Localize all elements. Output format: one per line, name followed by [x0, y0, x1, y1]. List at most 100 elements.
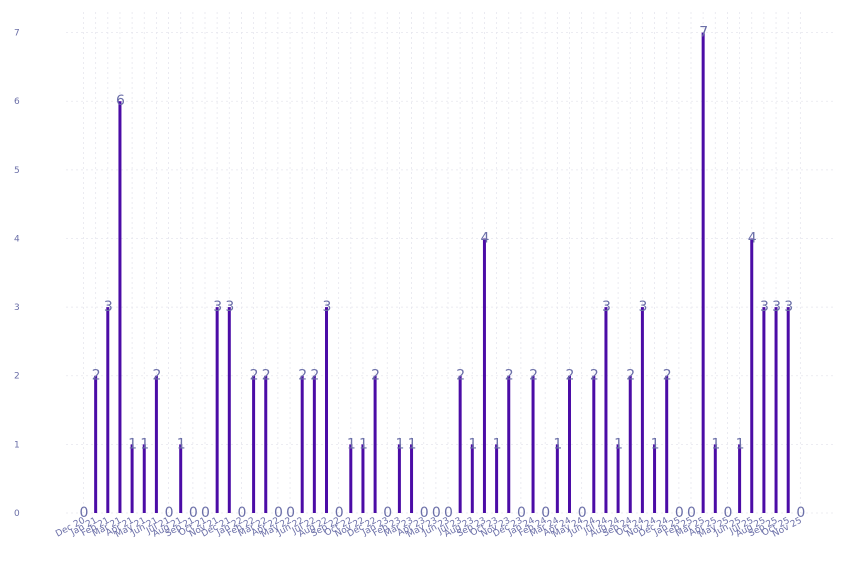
- bar: [713, 444, 717, 513]
- data-label: 0: [201, 505, 210, 521]
- bar: [215, 307, 219, 513]
- data-label: 0: [687, 505, 696, 521]
- bar: [300, 375, 304, 513]
- y-tick-label: 6: [14, 97, 20, 107]
- bar: [325, 307, 328, 513]
- data-label: 3: [213, 299, 222, 315]
- bar: [774, 307, 778, 513]
- data-label: 0: [189, 505, 198, 521]
- bar: [264, 375, 268, 513]
- data-label: 0: [286, 505, 295, 521]
- bar: [701, 32, 705, 513]
- bar: [750, 238, 754, 514]
- y-tick-label: 1: [14, 440, 20, 450]
- bar: [653, 444, 657, 513]
- data-label: 0: [432, 505, 441, 521]
- bar: [592, 375, 596, 513]
- data-label: 1: [711, 436, 720, 452]
- data-label: 2: [590, 368, 599, 384]
- bar: [106, 307, 110, 513]
- bar: [361, 444, 365, 513]
- bar: [130, 444, 134, 513]
- data-label: 2: [310, 368, 319, 384]
- bar: [762, 307, 766, 513]
- bar: [397, 444, 401, 513]
- y-tick-label: 3: [14, 303, 20, 313]
- data-label: 2: [371, 368, 380, 384]
- bar: [604, 307, 608, 513]
- data-label: 1: [736, 436, 745, 452]
- bar: [628, 375, 632, 513]
- data-label: 0: [80, 505, 89, 521]
- bar: [458, 375, 462, 513]
- data-label: 2: [566, 368, 575, 384]
- bar: [118, 101, 122, 513]
- data-label: 0: [796, 505, 805, 521]
- bar: [786, 307, 790, 513]
- data-label: 1: [177, 436, 186, 452]
- bar: [179, 444, 183, 513]
- data-label: 1: [468, 436, 477, 452]
- bar: [470, 444, 474, 513]
- data-label: 2: [152, 368, 161, 384]
- data-label: 1: [651, 436, 660, 452]
- bar: [568, 375, 571, 513]
- data-label: 1: [128, 436, 137, 452]
- data-label: 0: [541, 505, 550, 521]
- bar: [252, 375, 256, 513]
- data-label: 2: [529, 368, 538, 384]
- data-label: 1: [493, 436, 502, 452]
- data-label: 0: [237, 505, 246, 521]
- data-label: 7: [699, 25, 708, 41]
- bar: [531, 375, 535, 513]
- data-label: 2: [456, 368, 465, 384]
- data-label: 2: [92, 368, 101, 384]
- data-label: 2: [626, 368, 635, 384]
- bar: [616, 444, 620, 513]
- bar: [410, 444, 414, 513]
- y-axis-ticks: 0 1 2 3 4 5 6 7: [14, 29, 20, 519]
- bar: [507, 375, 511, 513]
- data-label: 3: [638, 299, 647, 315]
- data-label: 2: [250, 368, 259, 384]
- data-label: 1: [614, 436, 623, 452]
- data-label: 3: [602, 299, 611, 315]
- data-label: 3: [784, 299, 793, 315]
- data-label: 0: [383, 505, 392, 521]
- data-label: 0: [420, 505, 429, 521]
- bars: [94, 32, 790, 514]
- bar: [640, 307, 644, 513]
- data-label: 0: [335, 505, 344, 521]
- data-label: 3: [323, 299, 332, 315]
- data-label: 3: [225, 299, 234, 315]
- bar: [349, 444, 353, 513]
- data-label: 0: [274, 505, 283, 521]
- bar: [373, 375, 377, 513]
- data-label: 1: [395, 436, 404, 452]
- data-label: 0: [444, 505, 453, 521]
- data-label: 4: [748, 230, 757, 246]
- y-tick-label: 2: [14, 372, 20, 382]
- data-label: 2: [505, 368, 514, 384]
- data-label: 2: [298, 368, 307, 384]
- data-label: 1: [140, 436, 149, 452]
- bar: [482, 238, 486, 514]
- bar: [495, 444, 499, 513]
- y-tick-label: 7: [14, 29, 20, 39]
- bar: [555, 444, 559, 513]
- data-label: 0: [578, 505, 587, 521]
- data-label: 1: [408, 436, 417, 452]
- data-label: 3: [104, 299, 113, 315]
- data-label: 4: [480, 230, 489, 246]
- data-label: 2: [262, 368, 271, 384]
- data-label: 0: [517, 505, 526, 521]
- data-label: 3: [772, 299, 781, 315]
- data-label: 6: [116, 93, 125, 109]
- data-label: 0: [675, 505, 684, 521]
- bar: [738, 444, 742, 513]
- data-label: 0: [165, 505, 174, 521]
